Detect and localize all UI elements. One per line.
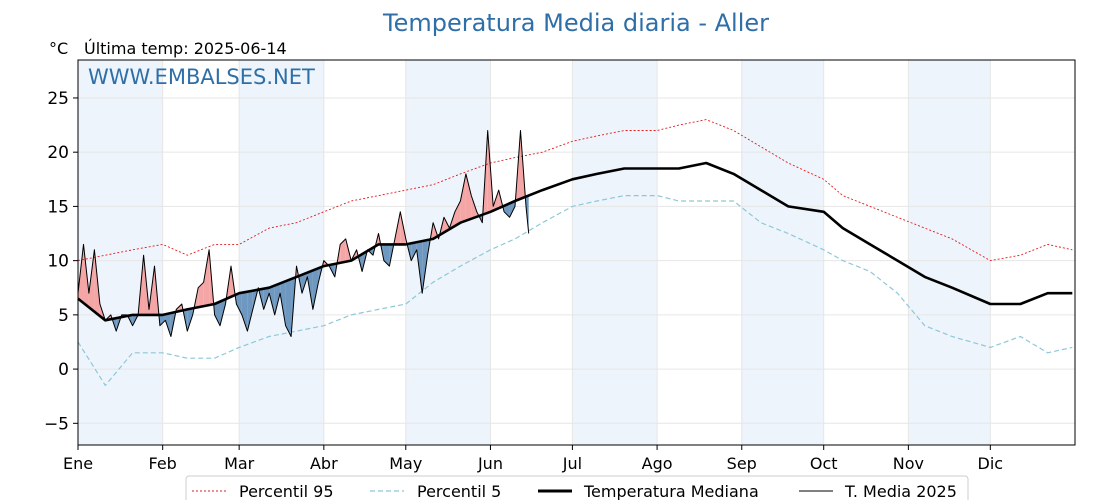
y-tick-label: 20 <box>47 143 69 163</box>
fill-below-median <box>274 283 281 315</box>
legend: Percentil 95 Percentil 5 Temperatura Med… <box>185 475 969 500</box>
p95-line <box>77 119 1073 262</box>
x-tick-label: Mar <box>224 454 255 473</box>
fill-below-median <box>187 308 193 332</box>
x-tick-label: Nov <box>893 454 924 473</box>
fill-below-median <box>247 290 253 332</box>
fill-above-median <box>198 282 204 308</box>
fill-below-median <box>159 314 166 326</box>
y-tick-label: −5 <box>44 414 69 434</box>
fill-below-median <box>241 291 248 332</box>
legend-label-median: Temperatura Mediana <box>583 482 759 500</box>
fill-above-median <box>203 249 210 307</box>
x-tick-label: May <box>389 454 422 473</box>
x-tick-label: Jun <box>477 454 503 473</box>
x-tick-label: Feb <box>149 454 177 473</box>
fill-above-median <box>471 195 477 219</box>
fill-below-median <box>280 281 286 326</box>
p5-line <box>77 195 1073 386</box>
legend-label-current: T. Media 2025 <box>844 482 957 500</box>
unit-label: °C <box>49 39 68 58</box>
x-tick-label: Sep <box>727 454 757 473</box>
fill-below-median <box>509 200 516 218</box>
fill-below-median <box>411 242 417 261</box>
month-band <box>572 60 658 445</box>
x-tick-label: Dic <box>978 454 1004 473</box>
y-axis: −5 0 5 10 15 20 25 <box>44 89 78 434</box>
y-tick-label: 5 <box>58 306 69 326</box>
x-tick-label: Oct <box>810 454 838 473</box>
fill-below-median <box>422 240 428 294</box>
x-tick-label: Abr <box>310 454 338 473</box>
fill-below-median <box>285 279 292 337</box>
legend-label-p95: Percentil 95 <box>239 482 334 500</box>
fill-below-median <box>165 313 171 337</box>
legend-label-p5: Percentil 5 <box>417 482 501 500</box>
fill-above-median <box>340 238 346 263</box>
fill-below-median <box>312 268 319 310</box>
x-tick-label: Ago <box>642 454 673 473</box>
deviation-fills <box>78 130 529 337</box>
x-tick-label: Ene <box>63 454 93 473</box>
chart-title: Temperatura Media diaria - Aller <box>382 9 769 37</box>
fill-above-median <box>465 173 472 221</box>
x-axis: Ene Feb Mar Abr May Jun Jul Ago Sep Oct Nov Dic <box>63 445 1003 473</box>
series-lines <box>77 119 1073 386</box>
plot-frame <box>77 59 1076 446</box>
watermark: WWW.EMBALSES.NET <box>88 65 315 89</box>
month-band <box>239 60 324 445</box>
fill-below-median <box>214 301 221 326</box>
last-temp-label: Última temp: 2025-06-14 <box>84 39 287 58</box>
legend-box <box>185 475 969 500</box>
fill-below-median <box>383 244 390 267</box>
y-tick-label: 10 <box>47 252 69 272</box>
y-tick-label: 15 <box>47 197 69 217</box>
x-tick-label: Jul <box>562 454 582 473</box>
fill-below-median <box>236 292 242 315</box>
fill-above-median <box>460 173 466 223</box>
fill-below-median <box>504 203 510 218</box>
month-band <box>741 60 824 445</box>
median-line <box>77 161 1073 322</box>
y-tick-label: 0 <box>58 360 69 380</box>
fill-above-median <box>454 200 461 226</box>
fill-above-median <box>88 249 95 312</box>
y-tick-label: 25 <box>47 89 69 109</box>
month-bands <box>78 60 991 445</box>
current-year-line <box>77 130 530 337</box>
month-band <box>908 60 991 445</box>
month-band <box>78 60 163 445</box>
